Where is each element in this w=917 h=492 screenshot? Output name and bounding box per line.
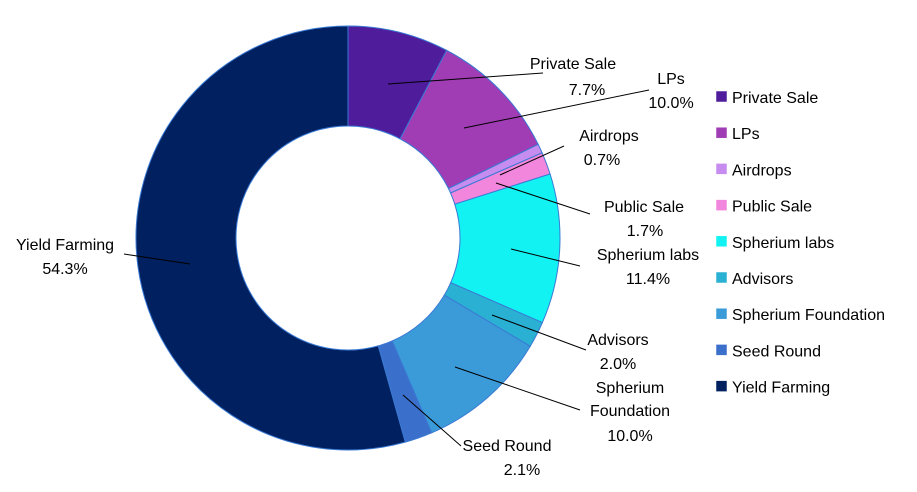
- legend-label-airdrops: Airdrops: [732, 162, 792, 179]
- label-name-airdrops: Airdrops: [579, 128, 639, 145]
- label-value-advisors: 2.0%: [600, 356, 636, 373]
- legend-swatch-public-sale: [715, 199, 728, 211]
- legend-swatch-lps: [715, 126, 728, 139]
- legend: Private Sale LPs Airdrops Public Sale Spheri…: [715, 90, 885, 397]
- leader-line-public-sale: [495, 182, 591, 215]
- leader-line-seed-round: [402, 394, 462, 447]
- leader-line-advisors: [491, 314, 587, 351]
- legend-swatch-yield-farming: [715, 380, 728, 392]
- label-value-public-sale: 1.7%: [627, 223, 663, 240]
- legend-label-advisors: Advisors: [732, 271, 793, 288]
- label-name-yield-farming: Yield Farming: [16, 237, 114, 254]
- legend-swatch-spherium-foundation: [715, 307, 728, 320]
- legend-swatch-airdrops: [715, 163, 728, 175]
- label-value-lps: 10.0%: [648, 95, 693, 112]
- leader-line-yield-farming: [123, 253, 191, 265]
- legend-label-yield-farming: Yield Farming: [732, 380, 830, 397]
- label-value-private-sale: 7.7%: [569, 82, 605, 99]
- leader-line-lps: [463, 89, 650, 129]
- legend-label-spherium-labs: Spherium labs: [732, 235, 834, 252]
- legend-swatch-seed-round: [715, 344, 728, 356]
- legend-label-public-sale: Public Sale: [732, 199, 812, 216]
- label-name-spherium-labs: Spherium labs: [597, 247, 699, 264]
- label-name-lps: LPs: [657, 71, 685, 88]
- legend-swatch-advisors: [715, 271, 728, 284]
- donut-slices: [135, 25, 561, 451]
- leader-line-airdrops: [499, 145, 565, 176]
- leader-line-private-sale: [387, 72, 544, 85]
- legend-swatch-spherium-labs: [715, 235, 728, 248]
- label-value-airdrops: 0.7%: [584, 152, 620, 169]
- label-name-spherium-foundation: Spherium Foundation: [590, 380, 670, 420]
- leader-line-spherium-foundation: [454, 366, 581, 411]
- data-labels: Private Sale 7.7% LPs 10.0% Airdrops 0.7% Publ…: [16, 56, 699, 479]
- label-value-spherium-foundation: 10.0%: [607, 428, 652, 445]
- label-name-advisors: Advisors: [587, 332, 648, 349]
- leader-lines: [123, 72, 650, 447]
- leader-line-spherium-labs: [510, 248, 581, 267]
- legend-label-seed-round: Seed Round: [732, 343, 821, 360]
- label-value-seed-round: 2.1%: [504, 462, 540, 479]
- slice-yield-farming: [135, 25, 406, 451]
- label-name-public-sale: Public Sale: [604, 199, 684, 216]
- legend-label-spherium-foundation: Spherium Foundation: [732, 307, 885, 324]
- label-name-private-sale: Private Sale: [530, 56, 616, 73]
- legend-swatch-private-sale: [715, 90, 728, 103]
- legend-label-lps: LPs: [732, 126, 760, 143]
- legend-label-private-sale: Private Sale: [732, 90, 818, 107]
- label-name-seed-round: Seed Round: [463, 438, 552, 455]
- label-value-yield-farming: 54.3%: [42, 261, 87, 278]
- label-value-spherium-labs: 11.4%: [626, 271, 670, 288]
